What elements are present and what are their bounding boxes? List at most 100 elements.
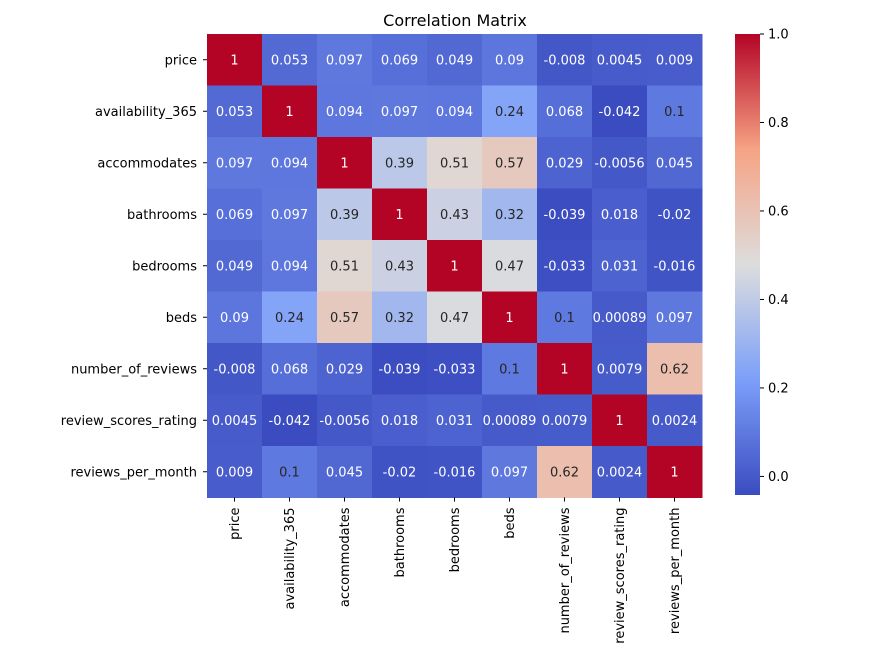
heatmap-cell — [537, 137, 593, 189]
colorbar-tick-label: 0.8 — [768, 116, 789, 131]
heatmap-cell — [537, 291, 593, 344]
heatmap-cells: 1 0.053 0.097 0.069 0.049 0.09 -0.008 0.0045 0.0… — [207, 34, 703, 498]
cell-value-label: 0.045 — [326, 465, 363, 480]
colorbar-tick-label: 0.2 — [768, 381, 789, 396]
cell-value-label: 1 — [615, 414, 623, 429]
cell-value-label: 0.031 — [601, 259, 638, 274]
x-tick-label: availability_365 — [283, 508, 298, 610]
heatmap-cell — [427, 188, 483, 241]
cell-value-label: 0.049 — [436, 53, 473, 68]
heatmap-cell — [372, 188, 428, 241]
cell-value-label: 0.018 — [381, 414, 418, 429]
cell-value-label: 0.1 — [279, 465, 300, 480]
cell-value-label: 0.39 — [385, 156, 414, 171]
cell-value-label: 1 — [285, 105, 293, 120]
cell-value-label: 0.068 — [271, 362, 308, 377]
x-tick-label: accommodates — [338, 507, 353, 607]
x-tick-label: number_of_reviews — [558, 507, 573, 633]
heatmap-cell — [537, 446, 593, 498]
heatmap-cell — [427, 291, 483, 344]
cell-value-label: 1 — [340, 156, 348, 171]
heatmap-cell — [372, 240, 428, 292]
cell-value-label: 1 — [560, 362, 568, 377]
heatmap-cell — [317, 85, 373, 138]
heatmap-cell — [482, 137, 538, 189]
cell-value-label: 0.094 — [271, 259, 308, 274]
heatmap-cell — [482, 446, 538, 498]
heatmap-cell — [647, 137, 703, 189]
y-tick-label: bedrooms — [132, 259, 197, 274]
heatmap-cell — [537, 240, 593, 292]
heatmap-cell — [482, 34, 538, 86]
cell-value-label: -0.0056 — [594, 156, 644, 171]
heatmap-cell — [537, 394, 593, 447]
cell-value-label: 1 — [395, 208, 403, 223]
heatmap-cell — [262, 85, 318, 138]
heatmap-cell — [207, 188, 263, 241]
heatmap-cell — [207, 343, 263, 395]
heatmap-cell — [207, 446, 263, 498]
heatmap-cell — [592, 188, 648, 241]
cell-value-label: -0.008 — [544, 53, 586, 68]
heatmap-cell — [372, 446, 428, 498]
heatmap-cell — [372, 291, 428, 344]
cell-value-label: -0.039 — [379, 362, 421, 377]
cell-value-label: 0.51 — [330, 259, 359, 274]
y-tick-label: accommodates — [97, 156, 197, 171]
cell-value-label: 0.053 — [216, 105, 253, 120]
heatmap-cell — [262, 188, 318, 241]
cell-value-label: 0.57 — [330, 311, 359, 326]
cell-value-label: -0.042 — [269, 414, 311, 429]
heatmap-cell — [317, 394, 373, 447]
cell-value-label: -0.042 — [599, 105, 641, 120]
y-tick-label: beds — [166, 311, 198, 326]
colorbar-tick-label: 0.6 — [768, 204, 789, 219]
cell-value-label: 0.0079 — [597, 362, 643, 377]
cell-value-label: 0.1 — [554, 311, 575, 326]
cell-value-label: 0.09 — [495, 53, 524, 68]
cell-value-label: 0.097 — [381, 105, 418, 120]
heatmap-cell — [427, 394, 483, 447]
y-tick-label: bathrooms — [127, 208, 197, 223]
heatmap-cell — [592, 85, 648, 138]
cell-value-label: 0.09 — [220, 311, 249, 326]
heatmap-cell — [262, 34, 318, 86]
cell-value-label: 1 — [230, 53, 238, 68]
cell-value-label: 0.094 — [326, 105, 363, 120]
x-tick-label: reviews_per_month — [668, 508, 683, 635]
cell-value-label: 0.0079 — [542, 414, 588, 429]
cell-value-label: 0.009 — [656, 53, 693, 68]
cell-value-label: 0.0024 — [652, 414, 698, 429]
heatmap-cell — [262, 446, 318, 498]
cell-value-label: 0.045 — [656, 156, 693, 171]
cell-value-label: 0.00089 — [483, 414, 537, 429]
heatmap-cell — [482, 291, 538, 344]
chart-title: Correlation Matrix — [383, 11, 527, 30]
heatmap-cell — [592, 137, 648, 189]
x-tick-labels: price availability_365 accommodates bathroo… — [228, 497, 683, 644]
y-tick-label: reviews_per_month — [70, 465, 197, 480]
heatmap-cell — [372, 394, 428, 447]
heatmap-cell — [262, 291, 318, 344]
heatmap-cell — [372, 34, 428, 86]
heatmap-cell — [427, 343, 483, 395]
heatmap-cell — [317, 34, 373, 86]
cell-value-label: 1 — [505, 311, 513, 326]
heatmap-cell — [427, 240, 483, 292]
heatmap-cell — [262, 240, 318, 292]
cell-value-label: 0.068 — [546, 105, 583, 120]
cell-value-label: 0.018 — [601, 208, 638, 223]
cell-value-label: 0.1 — [499, 362, 520, 377]
cell-value-label: 0.47 — [495, 259, 524, 274]
heatmap-cell — [647, 394, 703, 447]
x-tick-label: review_scores_rating — [613, 508, 628, 644]
cell-value-label: -0.02 — [658, 208, 692, 223]
heatmap-cell — [207, 34, 263, 86]
heatmap-cell — [647, 343, 703, 395]
colorbar-gradient — [735, 34, 760, 495]
cell-value-label: 0.62 — [660, 362, 689, 377]
cell-value-label: -0.0056 — [319, 414, 369, 429]
colorbar-tick-label: 0.4 — [768, 293, 789, 308]
cell-value-label: 0.097 — [656, 311, 693, 326]
